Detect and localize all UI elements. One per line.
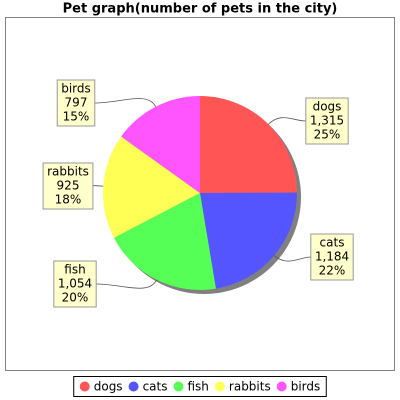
pie-slice [103, 136, 200, 238]
label-box [53, 260, 97, 308]
legend-label: cats [143, 380, 168, 394]
legend-marker [276, 381, 287, 392]
label-box [42, 162, 94, 210]
label-box [305, 97, 349, 145]
label-text: 25% [314, 128, 341, 142]
pie-slice [113, 193, 216, 290]
leader-line [96, 279, 158, 289]
legend-label: fish [187, 380, 208, 394]
leader-line [268, 117, 306, 125]
label-text: 1,315 [310, 114, 344, 128]
legend-label: rabbits [229, 380, 271, 394]
label-text: 797 [65, 96, 88, 110]
leader-line [273, 255, 311, 262]
label-text: 925 [57, 179, 80, 193]
label-text: 1,184 [315, 250, 349, 264]
label-text: fish [64, 263, 85, 277]
label-text: 1,054 [58, 277, 92, 291]
label-box [310, 233, 354, 281]
label-text: dogs [313, 100, 342, 114]
chart-title: Pet graph(number of pets in the city) [63, 2, 338, 17]
pie-slice [200, 192, 297, 289]
label-text: 18% [55, 193, 82, 207]
legend-marker [214, 381, 225, 392]
legend-marker [128, 381, 139, 392]
label-text: 15% [63, 110, 90, 124]
legend-marker [173, 381, 184, 392]
legend-label: dogs [94, 380, 123, 394]
label-text: rabbits [47, 165, 89, 179]
label-box [56, 79, 96, 127]
label-text: 20% [62, 291, 89, 305]
legend-frame [73, 376, 327, 397]
label-text: 22% [319, 264, 346, 278]
pie-slice [200, 96, 297, 193]
label-text: cats [320, 236, 345, 250]
legend-marker [79, 381, 90, 392]
pie-slice [121, 96, 200, 193]
leader-line [94, 98, 157, 107]
label-text: birds [61, 82, 91, 96]
legend-label: birds [291, 380, 321, 394]
legend: dogs cats fish rabbits birds [73, 376, 327, 397]
